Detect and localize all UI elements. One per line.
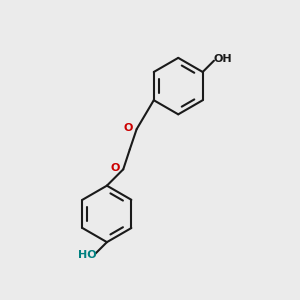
- Text: O: O: [110, 163, 120, 173]
- Text: HO: HO: [78, 250, 97, 260]
- Text: O: O: [124, 123, 133, 133]
- Text: OH: OH: [214, 54, 232, 64]
